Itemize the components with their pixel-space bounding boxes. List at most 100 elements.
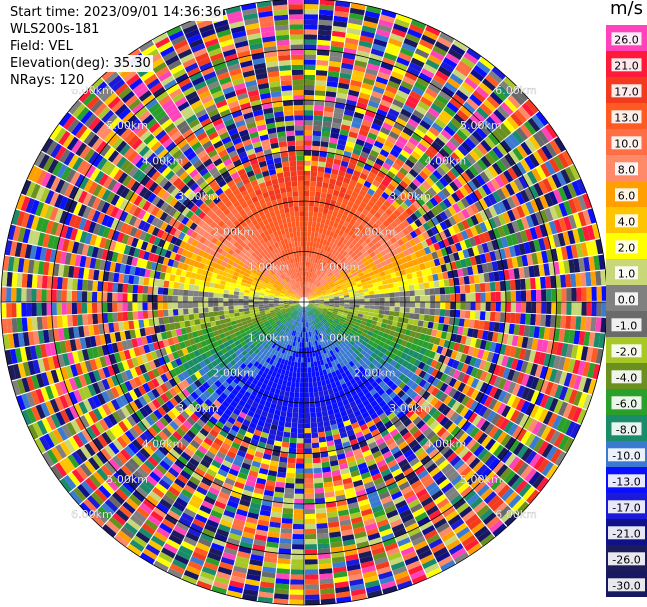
range-gate bbox=[328, 297, 335, 300]
range-gate bbox=[475, 292, 481, 302]
range-gate bbox=[357, 97, 369, 105]
range-gate bbox=[304, 528, 317, 535]
range-gate bbox=[215, 473, 226, 482]
range-gate bbox=[404, 302, 411, 308]
range-gate bbox=[307, 287, 310, 293]
range-gate bbox=[373, 269, 380, 275]
range-gate bbox=[524, 433, 536, 447]
range-gate bbox=[348, 354, 355, 361]
range-gate bbox=[373, 309, 380, 314]
range-gate bbox=[553, 432, 565, 448]
range-gate bbox=[483, 195, 493, 208]
range-gate bbox=[436, 522, 450, 534]
range-gate bbox=[306, 271, 309, 277]
range-gate bbox=[474, 254, 482, 265]
range-gate bbox=[330, 315, 336, 320]
range-gate bbox=[293, 346, 297, 352]
range-gate bbox=[556, 417, 567, 432]
range-gate bbox=[448, 216, 457, 226]
range-gate bbox=[292, 534, 304, 540]
range-gate bbox=[498, 270, 505, 281]
range-gate bbox=[330, 40, 345, 48]
range-gate bbox=[281, 518, 293, 524]
range-gate bbox=[177, 373, 186, 382]
range-gate bbox=[331, 226, 337, 233]
range-gate bbox=[374, 33, 389, 43]
range-gate bbox=[251, 317, 257, 322]
range-gate bbox=[416, 326, 423, 333]
range-gate bbox=[310, 320, 313, 326]
range-gate bbox=[305, 312, 307, 318]
range-gate bbox=[341, 285, 348, 290]
range-gate bbox=[498, 322, 505, 333]
range-gate bbox=[558, 435, 570, 450]
range-gate bbox=[267, 316, 273, 321]
range-gate bbox=[315, 253, 320, 259]
range-gate bbox=[434, 494, 447, 505]
range-gate bbox=[418, 410, 428, 420]
range-gate bbox=[352, 148, 362, 156]
range-gate bbox=[39, 435, 51, 451]
range-gate bbox=[375, 377, 383, 385]
range-gate bbox=[300, 362, 304, 368]
range-gate bbox=[308, 298, 314, 301]
range-gate bbox=[224, 396, 233, 405]
range-gate bbox=[280, 533, 292, 539]
range-gate bbox=[551, 173, 562, 189]
range-gate bbox=[410, 19, 427, 30]
range-gate bbox=[316, 329, 320, 335]
range-gate bbox=[461, 171, 472, 183]
range-gate bbox=[371, 145, 382, 154]
range-gate bbox=[308, 288, 311, 293]
range-gate bbox=[425, 268, 433, 276]
range-gate bbox=[342, 324, 348, 330]
range-gate bbox=[300, 306, 303, 312]
range-gate bbox=[304, 423, 311, 429]
range-gate bbox=[400, 328, 407, 335]
range-gate bbox=[176, 441, 187, 452]
range-gate bbox=[310, 231, 315, 238]
range-gate bbox=[318, 390, 324, 397]
range-gate bbox=[184, 339, 191, 348]
range-gate bbox=[288, 329, 292, 335]
range-gate bbox=[520, 430, 532, 445]
range-gate bbox=[356, 346, 363, 353]
range-gate bbox=[447, 324, 454, 333]
range-gate bbox=[553, 204, 563, 219]
range-gate bbox=[408, 284, 415, 291]
range-gate bbox=[318, 305, 324, 308]
range-gate bbox=[300, 311, 303, 317]
range-gate bbox=[304, 190, 310, 197]
range-gate bbox=[410, 343, 418, 351]
range-gate bbox=[358, 254, 366, 261]
range-gate bbox=[422, 134, 434, 145]
range-gate bbox=[326, 193, 333, 200]
range-gate bbox=[326, 340, 332, 346]
range-gate bbox=[353, 375, 361, 383]
range-gate bbox=[92, 369, 102, 382]
range-gate bbox=[439, 363, 447, 373]
range-gate bbox=[381, 533, 395, 542]
range-gate bbox=[298, 352, 302, 358]
range-gate bbox=[378, 104, 390, 113]
range-gate bbox=[299, 316, 302, 322]
range-gate bbox=[282, 380, 288, 386]
range-gate bbox=[286, 467, 296, 474]
range-gate bbox=[355, 55, 369, 63]
range-gate bbox=[367, 315, 374, 320]
range-gate bbox=[464, 137, 477, 150]
range-gate bbox=[334, 102, 346, 110]
range-gate bbox=[384, 140, 395, 149]
range-gate bbox=[483, 272, 490, 283]
range-gate bbox=[561, 419, 572, 434]
range-gate bbox=[267, 380, 274, 387]
range-gate bbox=[275, 435, 283, 442]
range-gate bbox=[329, 377, 335, 384]
range-gate bbox=[291, 330, 295, 336]
range-gate bbox=[251, 460, 261, 468]
range-gate bbox=[311, 155, 319, 162]
range-gate bbox=[408, 565, 424, 576]
range-gate bbox=[98, 418, 110, 432]
range-gate bbox=[386, 112, 398, 122]
